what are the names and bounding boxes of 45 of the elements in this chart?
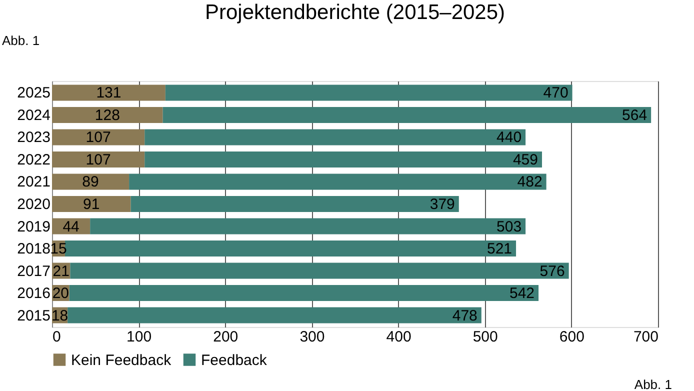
data-label: 21 (52, 262, 70, 280)
data-label: 107 (86, 151, 111, 168)
y-tick-label: 2025 (17, 84, 50, 102)
y-tick-label: 2020 (17, 196, 50, 213)
data-label: 503 (496, 218, 522, 236)
data-label: 521 (486, 240, 512, 258)
data-label: 131 (96, 84, 122, 102)
x-tick-label: 300 (300, 328, 325, 346)
data-label: 107 (86, 129, 111, 146)
data-label: 91 (83, 196, 100, 213)
data-label: 564 (622, 106, 648, 124)
data-label: 379 (430, 196, 455, 213)
y-tick-label: 2023 (17, 129, 50, 146)
x-tick-label: 600 (559, 328, 584, 346)
y-tick-label: 2017 (17, 262, 50, 280)
data-label: 20 (52, 285, 69, 302)
y-tick-label: 2024 (17, 106, 50, 124)
x-tick-label: 500 (472, 328, 498, 346)
x-tick-label: 100 (126, 328, 152, 346)
data-label: 459 (512, 151, 538, 168)
data-label: 89 (82, 174, 99, 191)
caption: Abb. 1 (634, 377, 672, 391)
y-tick-label: 2015 (17, 307, 50, 324)
data-label: 482 (517, 174, 542, 191)
y-tick-label: 2019 (17, 218, 50, 236)
y-tick-label: 2022 (17, 151, 50, 168)
legend-label: Feedback (201, 352, 268, 369)
data-label: 478 (452, 307, 478, 324)
chart-title: Projektendberichte (2015–2025) (204, 1, 506, 24)
y-tick-label: 2016 (17, 285, 50, 302)
x-tick-label: 0 (52, 328, 61, 346)
data-label: 542 (510, 285, 535, 302)
data-label: 440 (496, 129, 522, 146)
data-label: 18 (51, 307, 68, 324)
data-label: 128 (94, 106, 120, 124)
data-label: 470 (543, 84, 568, 102)
y-tick-label: 2021 (17, 174, 50, 191)
x-tick-label: 400 (386, 328, 412, 346)
legend-label: Kein Feedback (71, 352, 172, 369)
y-tick-label: 2018 (17, 240, 50, 258)
x-tick-label: 700 (633, 328, 658, 346)
caption: Abb. 1 (2, 33, 40, 48)
data-label: 44 (62, 218, 80, 236)
x-tick-label: 200 (213, 328, 238, 346)
data-label: 576 (540, 262, 565, 280)
